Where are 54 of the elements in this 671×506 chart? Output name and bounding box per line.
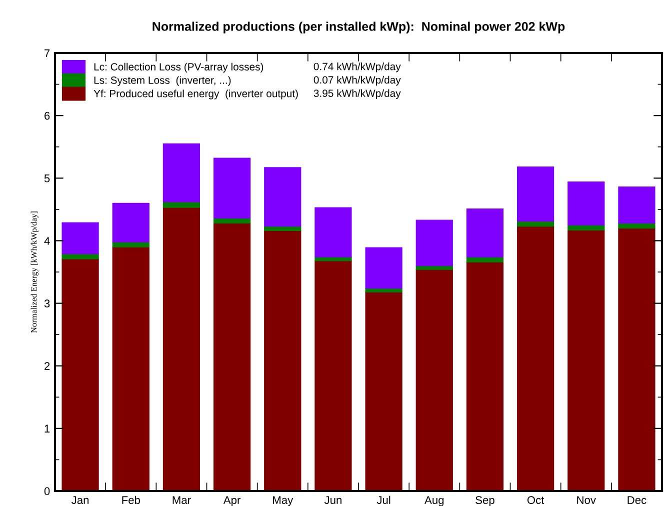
bar [62,222,99,254]
bar [516,166,554,222]
x-tick-label: Jul [376,496,390,504]
bar [213,222,251,491]
bar [618,228,656,491]
bar [416,265,453,270]
y-axis-title: Normalized Energy [kWh/kWp/day] [30,212,38,333]
bar [365,288,402,292]
bar [314,260,352,491]
bar [62,258,99,491]
chart-title: Normalized productions (per installed kWp): Nominal power 202 kWp [152,22,565,34]
x-tick-label: Aug [424,496,444,506]
bar [112,246,150,491]
bar [416,220,453,266]
x-tick-label: Jun [324,496,342,504]
bar [264,230,302,491]
x-tick-label: Mar [172,496,191,504]
y-tick-label: 3 [44,300,50,308]
bar [466,208,504,258]
x-tick-label: May [273,496,294,506]
legend-label: Ls: System Loss (inverter, ...) [94,76,231,86]
bar [162,143,200,202]
bar [568,230,605,491]
bar [264,167,302,227]
y-tick-label: 5 [44,174,50,182]
y-tick-label: 4 [44,237,50,245]
x-tick-label: Nov [577,496,596,504]
bar [365,247,402,289]
x-tick-label: Oct [527,496,544,504]
legend-label: Lc: Collection Loss (PV-array losses) [94,62,264,73]
y-tick-label: 2 [44,362,50,370]
annotation: 3.95 kWh/kWp/day [314,89,401,100]
annotation: 0.07 kWh/kWp/day [314,76,401,86]
y-tick-label: 1 [44,424,50,432]
bar [365,292,402,491]
y-tick-label: 0 [44,487,50,496]
annotation: 0.74 kWh/kWp/day [314,62,401,72]
bar [162,207,200,491]
x-tick-label: Feb [122,496,140,504]
bar [516,226,554,491]
y-tick-label: 6 [44,112,50,120]
x-tick-label: Jan [72,496,89,504]
bar [618,186,656,224]
bar [568,182,605,226]
x-tick-label: Sep [476,496,494,506]
bar [213,158,251,219]
bar [314,207,352,258]
y-tick-label: 7 [44,49,50,58]
x-tick-label: Dec [628,496,646,504]
bar [466,262,504,491]
bar [416,269,453,491]
legend-label: Yf: Produced useful energy (inverter output) [94,90,298,100]
bar [112,202,150,242]
x-tick-label: Apr [223,496,241,506]
